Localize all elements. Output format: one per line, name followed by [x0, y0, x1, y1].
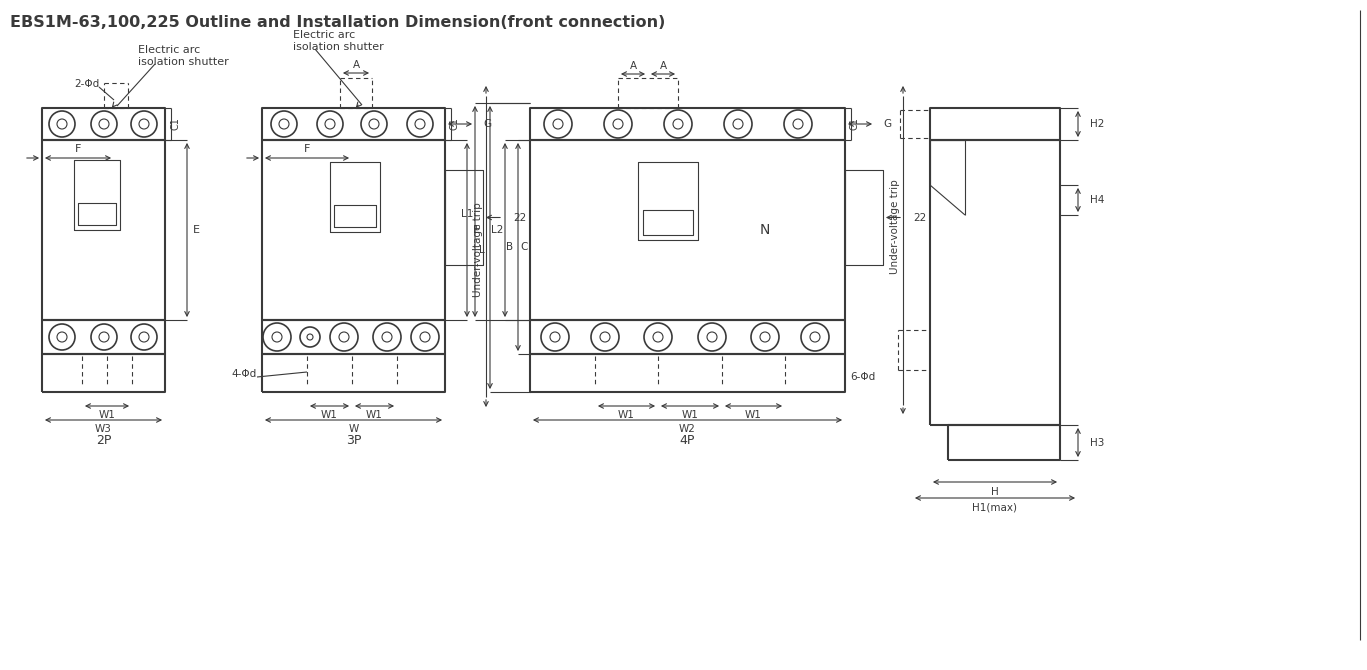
Text: G: G: [483, 119, 491, 129]
Text: G: G: [883, 119, 891, 129]
Circle shape: [420, 332, 431, 342]
Text: W1: W1: [618, 410, 634, 420]
Circle shape: [411, 323, 439, 351]
Text: L1: L1: [461, 209, 473, 219]
Circle shape: [139, 332, 149, 342]
Circle shape: [381, 332, 392, 342]
Circle shape: [785, 110, 812, 138]
Circle shape: [49, 111, 75, 137]
Circle shape: [308, 334, 313, 340]
Circle shape: [329, 323, 358, 351]
Circle shape: [299, 327, 320, 347]
Text: 4-Φd: 4-Φd: [232, 369, 257, 379]
Text: H: H: [991, 487, 999, 497]
Circle shape: [733, 119, 744, 129]
Circle shape: [131, 111, 157, 137]
Text: H3: H3: [1089, 438, 1105, 448]
Circle shape: [339, 332, 349, 342]
Text: 2P: 2P: [96, 433, 111, 446]
Circle shape: [92, 324, 118, 350]
Text: 22: 22: [513, 212, 526, 222]
Circle shape: [760, 332, 770, 342]
Circle shape: [664, 110, 692, 138]
Text: W1: W1: [366, 410, 383, 420]
Circle shape: [98, 119, 109, 129]
Text: W2: W2: [679, 424, 696, 434]
Circle shape: [57, 332, 67, 342]
Circle shape: [604, 110, 632, 138]
Text: 6-Φd: 6-Φd: [850, 372, 875, 382]
Circle shape: [554, 119, 563, 129]
Text: C1: C1: [850, 117, 860, 131]
Text: W1: W1: [321, 410, 338, 420]
Circle shape: [811, 332, 820, 342]
Text: C1: C1: [450, 117, 461, 131]
Text: H4: H4: [1089, 195, 1105, 205]
Circle shape: [92, 111, 118, 137]
Circle shape: [139, 119, 149, 129]
Text: isolation shutter: isolation shutter: [293, 42, 384, 52]
Text: B: B: [506, 242, 514, 252]
Text: W3: W3: [96, 424, 112, 434]
Circle shape: [653, 332, 663, 342]
Circle shape: [369, 119, 379, 129]
Text: L2: L2: [491, 225, 503, 235]
Text: W1: W1: [745, 410, 761, 420]
Text: isolation shutter: isolation shutter: [138, 57, 228, 67]
Circle shape: [550, 332, 560, 342]
Circle shape: [541, 323, 569, 351]
Circle shape: [272, 332, 282, 342]
Text: L: L: [478, 245, 485, 255]
Text: W1: W1: [682, 410, 699, 420]
Circle shape: [644, 323, 673, 351]
Text: N: N: [760, 223, 770, 237]
Circle shape: [416, 119, 425, 129]
Circle shape: [271, 111, 297, 137]
Text: W1: W1: [98, 410, 115, 420]
Circle shape: [750, 323, 779, 351]
Text: Under-voltage trip: Under-voltage trip: [473, 202, 483, 297]
Circle shape: [279, 119, 288, 129]
Text: A: A: [629, 61, 637, 71]
Circle shape: [612, 119, 623, 129]
Circle shape: [131, 324, 157, 350]
Circle shape: [373, 323, 401, 351]
Text: 4P: 4P: [679, 433, 696, 446]
Circle shape: [707, 332, 718, 342]
Text: E: E: [473, 225, 480, 235]
Circle shape: [317, 111, 343, 137]
Circle shape: [361, 111, 387, 137]
Text: W: W: [349, 424, 358, 434]
Circle shape: [98, 332, 109, 342]
Text: 3P: 3P: [346, 433, 361, 446]
Circle shape: [325, 119, 335, 129]
Text: EBS1M-63,100,225 Outline and Installation Dimension(front connection): EBS1M-63,100,225 Outline and Installatio…: [10, 15, 666, 30]
Circle shape: [407, 111, 433, 137]
Circle shape: [49, 324, 75, 350]
Text: Under-voltage trip: Under-voltage trip: [890, 179, 899, 274]
Circle shape: [57, 119, 67, 129]
Circle shape: [793, 119, 802, 129]
Text: H1(max): H1(max): [972, 503, 1017, 513]
Circle shape: [699, 323, 726, 351]
Text: E: E: [193, 225, 200, 235]
Circle shape: [600, 332, 610, 342]
Text: 2-Φd: 2-Φd: [74, 79, 100, 89]
Text: A: A: [659, 61, 667, 71]
Text: F: F: [303, 144, 310, 154]
Text: C: C: [521, 242, 528, 252]
Circle shape: [591, 323, 619, 351]
Circle shape: [801, 323, 828, 351]
Text: C1: C1: [170, 117, 180, 131]
Text: Electric arc: Electric arc: [293, 30, 355, 40]
Text: Electric arc: Electric arc: [138, 45, 200, 55]
Text: A: A: [353, 60, 360, 70]
Circle shape: [262, 323, 291, 351]
Text: F: F: [75, 144, 81, 154]
Circle shape: [673, 119, 684, 129]
Circle shape: [725, 110, 752, 138]
Circle shape: [544, 110, 571, 138]
Text: 22: 22: [913, 212, 927, 222]
Text: H2: H2: [1089, 119, 1105, 129]
